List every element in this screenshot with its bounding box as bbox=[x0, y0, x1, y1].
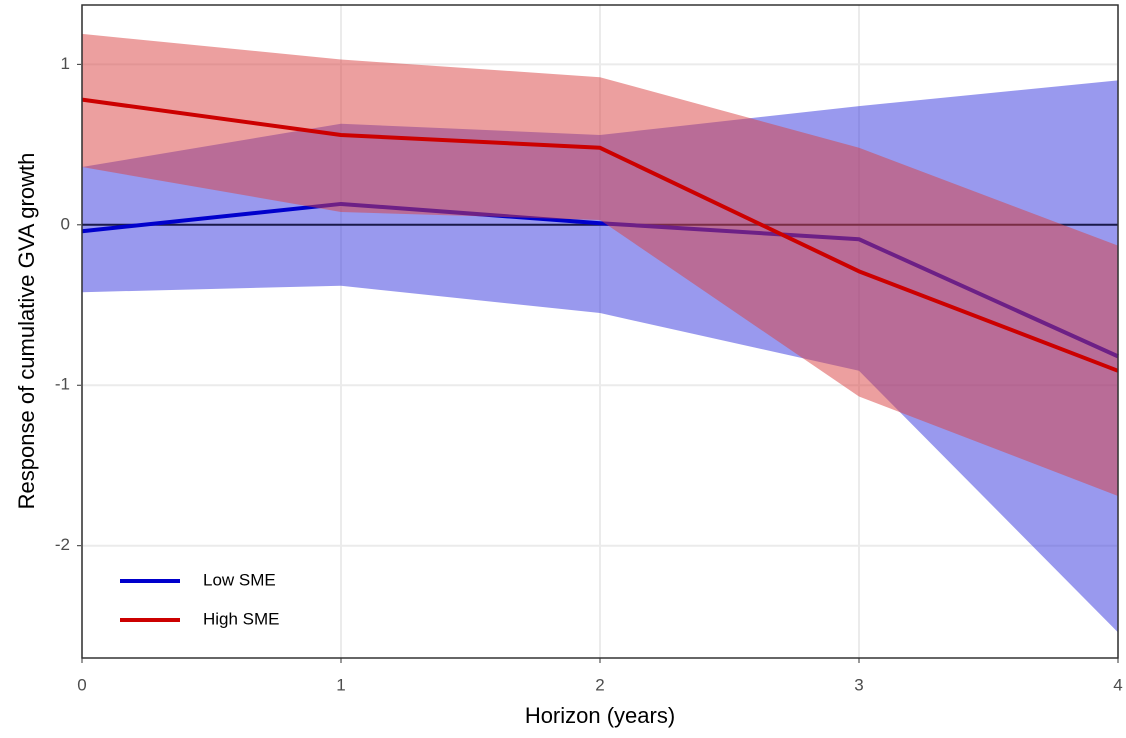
x-tick-label: 2 bbox=[595, 675, 604, 694]
y-tick-label: -1 bbox=[55, 375, 70, 394]
series-line bbox=[81, 97, 1119, 373]
x-tick-label: 4 bbox=[1113, 675, 1122, 694]
y-tick-label: -2 bbox=[55, 535, 70, 554]
y-tick-label: 1 bbox=[61, 54, 70, 73]
legend-label: High SME bbox=[203, 609, 280, 628]
panel-border bbox=[81, 4, 1119, 659]
legend-label: Low SME bbox=[203, 570, 276, 589]
x-tick-label: 3 bbox=[854, 675, 863, 694]
legend-background bbox=[100, 548, 322, 648]
x-axis-title: Horizon (years) bbox=[525, 703, 675, 728]
x-tick-label: 1 bbox=[336, 675, 345, 694]
x-tick-label: 0 bbox=[77, 675, 86, 694]
confidence-band bbox=[82, 33, 1118, 496]
y-axis-title: Response of cumulative GVA growth bbox=[14, 153, 39, 510]
y-tick-label: 0 bbox=[61, 214, 70, 233]
